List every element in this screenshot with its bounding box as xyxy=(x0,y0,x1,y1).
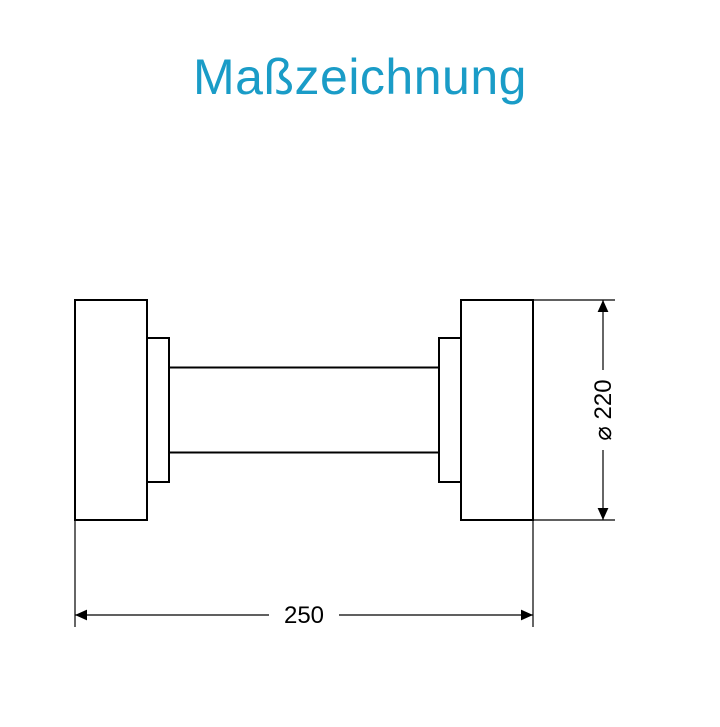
dimension-diameter-label: ⌀ 220 xyxy=(590,379,617,440)
dimension-drawing: 250 ⌀ 220 xyxy=(0,0,720,727)
page: Maßzeichnung 250⌀ 220 xyxy=(0,0,720,727)
dimension-width-label: 250 xyxy=(284,602,324,629)
